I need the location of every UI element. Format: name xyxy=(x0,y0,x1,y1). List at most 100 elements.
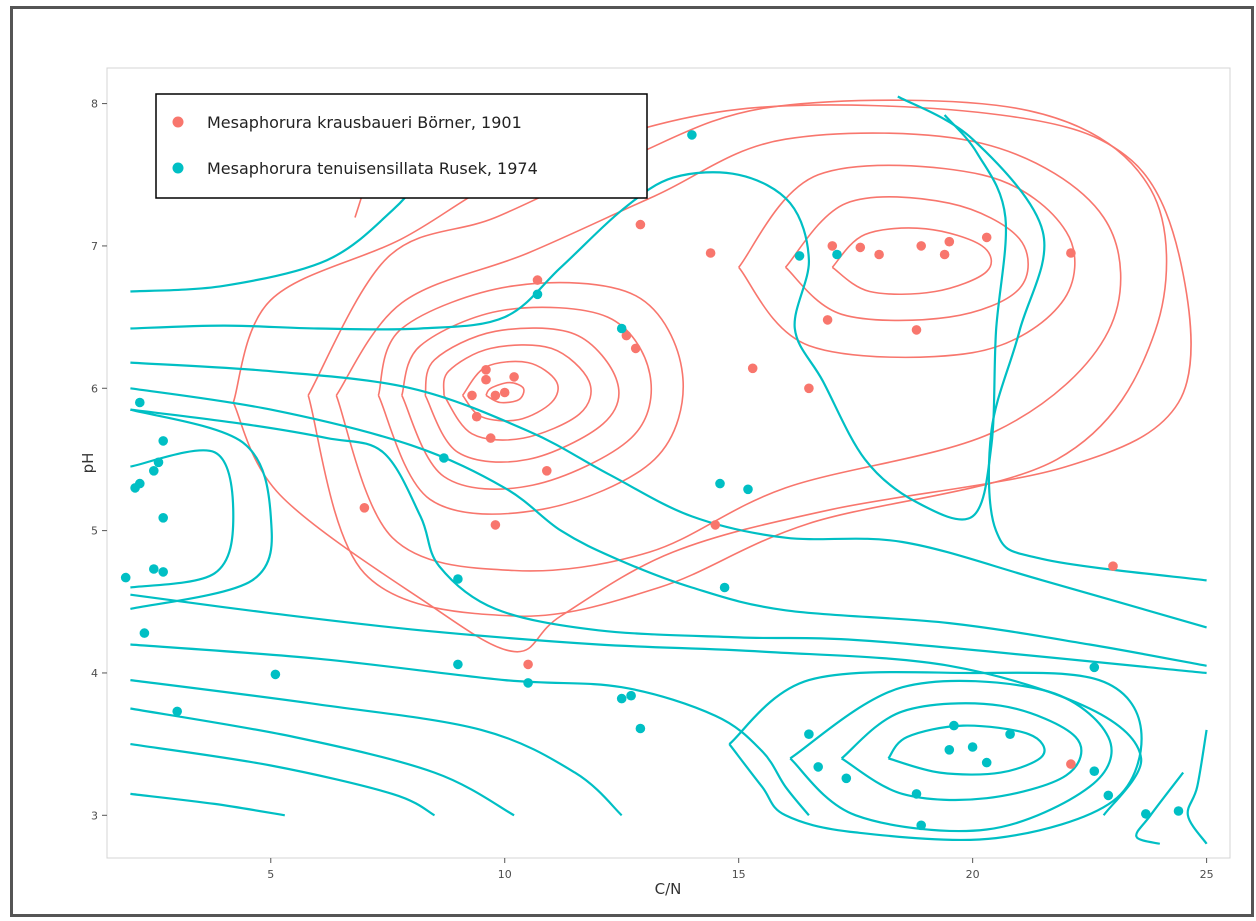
data-point-series-1-16 xyxy=(149,564,159,574)
density-contour-series-0-2 xyxy=(442,344,592,441)
density-contour-series-1-11 xyxy=(130,707,515,817)
x-axis-title: C/N xyxy=(655,880,682,898)
data-point-series-1-31 xyxy=(841,773,852,784)
data-point-series-0-14 xyxy=(911,325,922,335)
density-contour-series-1-3 xyxy=(130,361,1207,629)
panel-background xyxy=(106,67,1231,859)
data-point-series-0-13 xyxy=(822,315,833,325)
data-point-series-1-37 xyxy=(911,789,922,799)
data-point-series-0-22 xyxy=(499,387,510,398)
data-point-series-1-7 xyxy=(153,457,164,468)
data-point-series-1-6 xyxy=(158,436,168,446)
data-point-series-0-30 xyxy=(523,659,533,670)
data-point-series-0-20 xyxy=(467,390,477,401)
data-point-series-0-4 xyxy=(874,249,884,260)
data-point-series-1-42 xyxy=(1173,806,1184,816)
data-point-series-1-26 xyxy=(626,690,636,701)
y-tick-label-6: 6 xyxy=(91,382,98,395)
data-point-series-1-36 xyxy=(1005,729,1015,739)
data-point-series-0-17 xyxy=(481,365,491,375)
density-contour-series-0-7 xyxy=(784,196,1029,322)
data-point-series-1-15 xyxy=(120,572,131,583)
data-point-series-0-8 xyxy=(981,232,992,243)
density-contour-series-1-14 xyxy=(887,724,1046,776)
legend: Mesaphorura krausbaueri Börner, 1901 Mes… xyxy=(155,93,648,199)
density-contour-series-1-18 xyxy=(1135,771,1185,845)
data-point-series-0-15 xyxy=(747,363,758,374)
density-contour-series-1-12 xyxy=(130,743,436,817)
y-tick-label-8: 8 xyxy=(91,98,98,111)
density-contour-series-0-5 xyxy=(377,281,684,515)
x-tick-label-10: 10 xyxy=(498,868,512,881)
data-point-series-1-18 xyxy=(453,574,463,584)
x-tick-label-15: 15 xyxy=(732,868,746,881)
data-point-series-0-7 xyxy=(944,236,955,247)
data-point-series-1-24 xyxy=(172,706,182,717)
data-point-series-0-19 xyxy=(509,372,519,382)
data-points xyxy=(120,130,1184,831)
density-contour-series-1-16 xyxy=(789,679,1113,833)
data-point-series-0-28 xyxy=(710,520,721,530)
data-point-series-0-26 xyxy=(359,503,370,513)
density-contour-series-1-8 xyxy=(130,593,1143,816)
x-tick-label-25: 25 xyxy=(1200,868,1214,881)
data-point-series-1-20 xyxy=(139,628,150,638)
y-axis-title: pH xyxy=(79,453,97,474)
density-contour-series-0-4 xyxy=(401,306,653,490)
data-point-series-0-5 xyxy=(916,241,926,251)
density-contour-series-0-6 xyxy=(831,227,993,296)
data-point-series-0-1 xyxy=(705,248,716,258)
data-point-series-0-24 xyxy=(485,433,496,443)
data-point-series-1-8 xyxy=(149,466,159,476)
density-contour-series-1-10 xyxy=(130,679,623,817)
data-point-series-0-10 xyxy=(532,275,543,285)
data-point-series-1-32 xyxy=(949,720,959,731)
data-point-series-1-23 xyxy=(523,678,533,688)
data-point-series-1-29 xyxy=(804,729,814,739)
data-point-series-0-12 xyxy=(630,343,641,354)
density-contour-series-1-13 xyxy=(130,792,285,817)
density-contour-series-1-1 xyxy=(130,114,1008,521)
data-point-series-1-2 xyxy=(832,249,842,260)
data-point-series-1-22 xyxy=(453,659,463,670)
data-point-series-1-12 xyxy=(439,453,449,463)
data-point-series-1-17 xyxy=(158,567,168,577)
data-point-series-0-29 xyxy=(1108,561,1118,571)
density-contour-series-0-3 xyxy=(424,327,620,463)
data-point-series-0-23 xyxy=(471,411,482,422)
density-contour-series-0-9 xyxy=(335,132,1122,572)
legend-label-krausbaueri: Mesaphorura krausbaueri Börner, 1901 xyxy=(207,113,522,132)
data-point-series-1-0 xyxy=(687,130,697,140)
data-point-series-1-34 xyxy=(967,742,978,752)
legend-label-tenuisensillata: Mesaphorura tenuisensillata Rusek, 1974 xyxy=(207,159,538,178)
density-contour-series-1-2 xyxy=(897,95,1207,582)
data-point-series-0-25 xyxy=(542,466,552,476)
data-point-series-0-18 xyxy=(481,374,491,385)
data-point-series-1-30 xyxy=(813,762,823,772)
x-tick-label-20: 20 xyxy=(966,868,980,881)
density-contour-series-1-19 xyxy=(1186,729,1208,845)
legend-key-tenuisensillata xyxy=(172,162,184,174)
data-point-series-0-9 xyxy=(1066,248,1076,258)
density-contour-series-1-5 xyxy=(130,408,1207,675)
density-contour-series-0-1 xyxy=(461,360,559,422)
data-point-series-0-2 xyxy=(827,241,838,251)
data-point-series-1-19 xyxy=(719,582,730,593)
density-contour-series-1-4 xyxy=(130,387,1207,667)
density-contours xyxy=(130,95,1208,845)
data-point-series-1-40 xyxy=(1103,790,1114,801)
data-point-series-0-11 xyxy=(621,330,632,341)
data-point-series-0-27 xyxy=(490,520,501,530)
data-point-series-1-10 xyxy=(135,478,145,489)
y-tick-label-5: 5 xyxy=(91,525,98,538)
density-contour-series-0-10 xyxy=(307,99,1168,618)
legend-box xyxy=(155,93,648,199)
density-contour-series-0-0 xyxy=(485,381,525,404)
data-point-series-0-21 xyxy=(490,390,501,401)
data-point-series-1-14 xyxy=(743,484,753,495)
data-point-series-1-5 xyxy=(135,397,145,408)
data-point-series-1-13 xyxy=(715,478,725,489)
y-tick-label-4: 4 xyxy=(91,667,98,680)
data-point-series-1-27 xyxy=(635,723,646,734)
data-point-series-1-11 xyxy=(158,513,168,523)
